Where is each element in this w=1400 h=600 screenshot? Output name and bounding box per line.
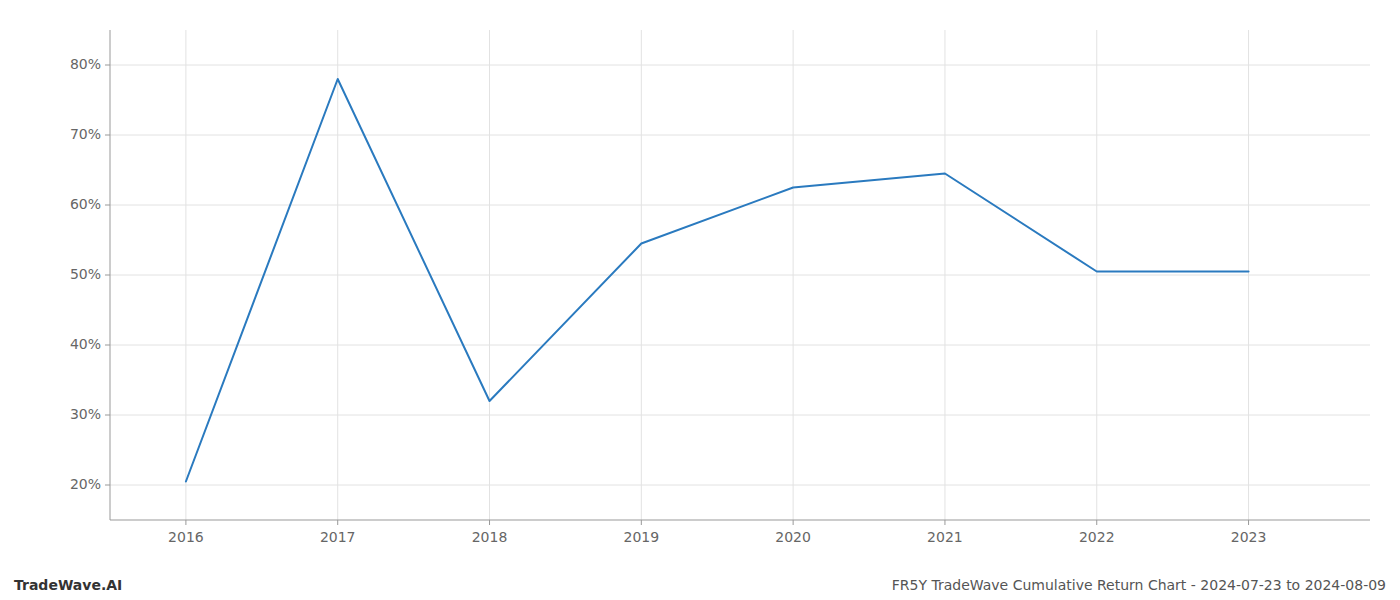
y-grid-line <box>110 485 1370 486</box>
x-grid-line <box>944 30 945 520</box>
x-tick-label: 2021 <box>927 529 963 545</box>
y-tick <box>105 135 110 136</box>
x-tick-label: 2018 <box>472 529 508 545</box>
x-grid-line <box>489 30 490 520</box>
x-grid-line <box>641 30 642 520</box>
plot-area <box>186 79 1249 482</box>
chart-svg: 20% 30% 40% 50% 60% 70% 80% 2016 2017 2018 2019 202… <box>0 0 1400 600</box>
y-tick-label: 50% <box>70 266 101 282</box>
y-grid-line <box>110 205 1370 206</box>
chart-container: 20% 30% 40% 50% 60% 70% 80% 2016 2017 2018 2019 202… <box>0 0 1400 600</box>
x-grid-line <box>337 30 338 520</box>
y-tick-label: 60% <box>70 196 101 212</box>
y-tick <box>105 345 110 346</box>
y-grid-line <box>110 65 1370 66</box>
x-tick-label: 2020 <box>775 529 811 545</box>
y-tick <box>105 415 110 416</box>
x-tick <box>1096 520 1097 525</box>
x-tick <box>1248 520 1249 525</box>
y-axis-line <box>110 30 111 520</box>
x-tick <box>641 520 642 525</box>
y-grid-line <box>110 275 1370 276</box>
y-grid-line <box>110 135 1370 136</box>
x-tick-label: 2022 <box>1079 529 1115 545</box>
x-tick <box>185 520 186 525</box>
x-tick-label: 2016 <box>168 529 204 545</box>
axes: 20% 30% 40% 50% 60% 70% 80% 2016 2017 2018 2019 202… <box>70 30 1370 545</box>
y-tick-label: 80% <box>70 56 101 72</box>
x-grid-line <box>1096 30 1097 520</box>
y-grid-line <box>110 415 1370 416</box>
y-tick <box>105 65 110 66</box>
x-tick <box>489 520 490 525</box>
x-tick <box>944 520 945 525</box>
y-tick <box>105 485 110 486</box>
data-line <box>186 79 1249 482</box>
x-tick-label: 2017 <box>320 529 356 545</box>
y-tick-label: 70% <box>70 126 101 142</box>
x-grid-line <box>1248 30 1249 520</box>
chart-title: FR5Y TradeWave Cumulative Return Chart -… <box>892 577 1386 593</box>
x-tick <box>793 520 794 525</box>
y-tick-label: 30% <box>70 406 101 422</box>
x-tick-label: 2019 <box>624 529 660 545</box>
x-grid-line <box>185 30 186 520</box>
x-tick-label: 2023 <box>1231 529 1267 545</box>
y-grid-line <box>110 345 1370 346</box>
x-axis-line <box>110 520 1370 521</box>
y-tick <box>105 205 110 206</box>
grid <box>110 30 1370 520</box>
y-tick <box>105 275 110 276</box>
y-tick-label: 20% <box>70 476 101 492</box>
annotation: TradeWave.AI <box>14 577 122 593</box>
x-tick <box>337 520 338 525</box>
x-grid-line <box>793 30 794 520</box>
y-tick-label: 40% <box>70 336 101 352</box>
